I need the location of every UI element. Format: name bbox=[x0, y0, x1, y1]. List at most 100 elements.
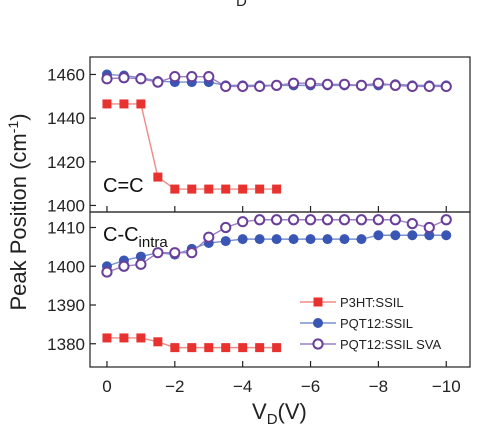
data-point-sva bbox=[118, 260, 130, 272]
data-point-sva bbox=[254, 80, 266, 93]
data-point-p3ht bbox=[119, 333, 129, 343]
data-point-sva bbox=[389, 214, 401, 226]
legend-label-p3ht: P3HT:SSIL bbox=[340, 295, 404, 310]
data-point-sva bbox=[271, 79, 283, 91]
panel-label-cc-intra-sub: intra bbox=[139, 234, 169, 251]
data-point-pqt bbox=[407, 230, 418, 241]
data-point-pqt bbox=[237, 234, 248, 245]
data-point-pqt bbox=[288, 234, 299, 245]
data-point-p3ht bbox=[102, 333, 112, 343]
data-point-sva bbox=[118, 72, 130, 84]
data-point-pqt bbox=[135, 251, 146, 262]
y-tick-label: 1380 bbox=[47, 335, 85, 354]
legend-marker-sva bbox=[312, 338, 324, 350]
y-axis-title: Peak Position (cm-1) bbox=[5, 113, 31, 310]
data-point-pqt bbox=[254, 234, 265, 245]
data-point-sva bbox=[152, 247, 164, 259]
data-point-p3ht bbox=[221, 184, 231, 194]
data-point-sva bbox=[372, 214, 384, 226]
data-point-pqt bbox=[390, 230, 401, 241]
data-point-pqt bbox=[220, 236, 231, 247]
data-point-sva bbox=[372, 77, 384, 89]
data-point-p3ht bbox=[170, 184, 180, 194]
y-tick-label: 1460 bbox=[47, 65, 85, 84]
data-point-sva bbox=[237, 80, 249, 93]
data-point-sva bbox=[287, 77, 300, 89]
legend-marker-pqt bbox=[313, 318, 323, 328]
data-point-sva bbox=[389, 79, 401, 91]
x-tick-label: 0 bbox=[102, 377, 111, 396]
y-tick-label: 1420 bbox=[47, 153, 85, 172]
data-point-sva bbox=[220, 80, 232, 93]
y-tick-label: 1440 bbox=[47, 109, 85, 128]
data-point-sva bbox=[203, 71, 215, 83]
data-point-p3ht bbox=[119, 99, 129, 109]
x-axis: 0 −2 −4 −6 −8 −10 bbox=[102, 377, 460, 396]
panel-cc: 1400 1420 1440 1460 bbox=[47, 56, 471, 215]
data-point-p3ht bbox=[136, 99, 146, 109]
data-point-sva bbox=[237, 216, 249, 228]
data-point-sva bbox=[338, 214, 351, 226]
data-point-p3ht bbox=[153, 337, 163, 347]
data-point-sva bbox=[406, 218, 418, 230]
data-point-pqt bbox=[356, 234, 367, 245]
data-point-sva bbox=[152, 76, 164, 88]
data-point-p3ht bbox=[255, 343, 265, 353]
data-point-sva bbox=[220, 221, 232, 234]
data-point-p3ht bbox=[153, 172, 163, 182]
legend: P3HT:SSIL PQT12:SSIL PQT12:SSIL SVA bbox=[300, 295, 441, 352]
data-point-pqt bbox=[322, 234, 333, 245]
data-point-sva bbox=[304, 214, 317, 226]
data-point-sva bbox=[186, 247, 198, 259]
data-point-sva bbox=[355, 214, 368, 226]
panel-frame bbox=[89, 211, 471, 368]
data-point-pqt bbox=[373, 230, 384, 241]
y-tick-label: 1400 bbox=[47, 196, 85, 215]
y-tick-label: 1390 bbox=[47, 296, 85, 315]
cropped-top-label: D bbox=[236, 0, 247, 10]
data-point-sva bbox=[101, 73, 113, 85]
data-point-sva bbox=[304, 77, 317, 89]
data-point-sva bbox=[321, 78, 334, 90]
data-point-p3ht bbox=[187, 343, 197, 353]
x-tick-label: −10 bbox=[432, 377, 461, 396]
data-point-p3ht bbox=[272, 184, 282, 194]
data-point-pqt bbox=[441, 230, 452, 241]
data-point-p3ht bbox=[204, 184, 214, 194]
data-point-sva bbox=[355, 79, 368, 91]
data-point-p3ht bbox=[238, 343, 248, 353]
x-axis-title: VD(V) bbox=[252, 399, 307, 428]
data-point-pqt bbox=[339, 234, 350, 245]
x-tick-label: −4 bbox=[233, 377, 252, 396]
data-point-p3ht bbox=[238, 184, 248, 194]
y-tick-label: 1400 bbox=[47, 257, 85, 276]
data-point-sva bbox=[203, 231, 215, 243]
data-point-sva bbox=[423, 221, 435, 234]
data-point-sva bbox=[271, 214, 283, 226]
data-point-sva bbox=[169, 247, 181, 259]
data-point-p3ht bbox=[221, 343, 231, 353]
data-point-pqt bbox=[271, 234, 282, 245]
data-point-p3ht bbox=[102, 99, 112, 109]
data-point-p3ht bbox=[255, 184, 265, 194]
panel-label-cc: C=C bbox=[103, 175, 144, 197]
y-tick-label: 1410 bbox=[47, 219, 85, 238]
panel-cc-intra: 1380 1390 1400 1410 bbox=[47, 211, 471, 368]
data-point-sva bbox=[440, 80, 452, 93]
data-point-sva bbox=[321, 214, 334, 226]
data-point-sva bbox=[338, 78, 351, 90]
x-tick-label: −8 bbox=[369, 377, 388, 396]
data-point-sva bbox=[135, 258, 147, 270]
data-point-sva bbox=[406, 80, 418, 93]
legend-label-sva: PQT12:SSIL SVA bbox=[340, 337, 441, 352]
data-point-p3ht bbox=[204, 343, 214, 353]
data-point-sva bbox=[440, 214, 452, 226]
data-point-sva bbox=[423, 80, 435, 93]
data-point-sva bbox=[254, 214, 266, 226]
legend-marker-p3ht bbox=[313, 297, 323, 307]
data-point-sva bbox=[287, 214, 300, 226]
data-point-sva bbox=[135, 73, 147, 85]
data-point-p3ht bbox=[272, 343, 282, 353]
panel-label-cc-intra: C-Cintra bbox=[103, 224, 168, 251]
